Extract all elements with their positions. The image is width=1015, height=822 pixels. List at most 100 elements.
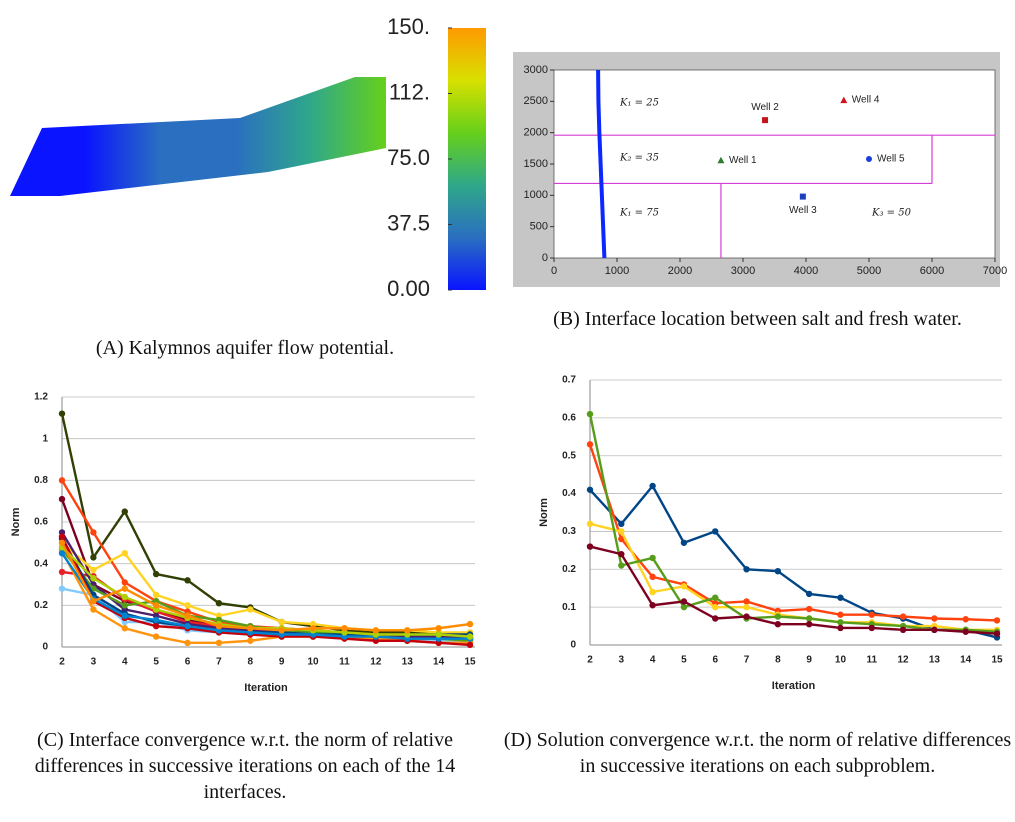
data-point: [90, 575, 97, 582]
data-point: [712, 594, 719, 601]
x-tick-label: 14: [433, 657, 445, 668]
x-tick-label: 5000: [857, 265, 881, 277]
data-point: [774, 613, 782, 620]
data-point: [215, 600, 223, 607]
data-point: [837, 619, 844, 626]
data-point: [309, 625, 317, 632]
data-point: [58, 495, 66, 503]
data-point: [586, 441, 594, 448]
x-tick-label: 3: [91, 657, 97, 668]
x-tick-label: 11: [339, 657, 350, 668]
y-tick-label: 1500: [524, 158, 548, 170]
data-point: [121, 612, 128, 619]
well-label: Well 1: [729, 155, 757, 166]
data-point: [805, 615, 813, 622]
well-marker: [866, 155, 872, 162]
x-tick-label: 11: [866, 655, 877, 666]
data-point: [868, 624, 875, 632]
y-tick-label: 1: [42, 433, 48, 444]
data-point: [649, 602, 656, 609]
salt-fresh-interface: [596, 69, 607, 259]
data-point: [962, 616, 969, 623]
data-point: [435, 625, 442, 632]
caption: (D) Solution convergence w.r.t. the norm…: [503, 729, 1012, 777]
data-point: [586, 520, 594, 528]
y-tick-label: 1000: [524, 189, 548, 201]
data-point: [90, 606, 97, 613]
data-point: [586, 410, 594, 418]
x-tick-label: 15: [464, 657, 476, 668]
x-tick-label: 14: [960, 655, 972, 666]
data-point: [680, 539, 688, 546]
data-point: [649, 588, 656, 596]
data-point: [649, 573, 656, 581]
data-point: [618, 550, 625, 558]
x-tick-label: 3000: [731, 265, 755, 277]
series-line: [589, 484, 998, 639]
x-tick-label: 7000: [983, 265, 1007, 277]
data-point: [805, 605, 813, 613]
x-tick-label: 3: [619, 655, 625, 666]
x-tick-label: 15: [991, 655, 1003, 666]
data-point: [899, 626, 907, 634]
x-tick-label: 4: [122, 657, 128, 668]
data-point: [152, 616, 160, 624]
x-tick-label: 7: [744, 655, 750, 666]
aquifer-surface: [10, 77, 386, 196]
caption: (B) Interface location between salt and …: [553, 308, 962, 330]
data-point: [90, 554, 97, 561]
data-point: [121, 550, 128, 557]
x-tick-label: 4: [650, 655, 656, 666]
data-point: [712, 603, 719, 611]
data-point: [712, 528, 719, 535]
data-point: [121, 585, 128, 592]
data-point: [404, 627, 411, 634]
data-point: [184, 639, 191, 647]
data-point: [184, 622, 191, 630]
x-tick-label: 2: [587, 655, 593, 666]
data-point: [805, 620, 813, 628]
y-tick-label: 500: [530, 221, 548, 233]
data-point: [121, 625, 128, 632]
data-point: [837, 594, 844, 601]
data-point: [152, 602, 160, 609]
data-point: [868, 611, 875, 618]
data-point: [90, 529, 97, 536]
data-point: [618, 535, 625, 543]
data-point: [899, 613, 907, 620]
y-tick-label: 0.2: [562, 564, 576, 575]
colorbar-tick-label: 75.0: [387, 145, 430, 170]
caption: (C) Interface convergence w.r.t. the nor…: [34, 729, 456, 803]
y-tick-label: 0.4: [562, 488, 576, 499]
x-tick-label: 7: [216, 657, 222, 668]
zone-annotation: K₁ = 75: [619, 208, 659, 219]
data-point: [58, 550, 66, 557]
data-point: [152, 622, 160, 630]
data-point: [680, 603, 688, 611]
y-tick-label: 0.5: [562, 450, 576, 461]
well-label: Well 5: [877, 154, 905, 165]
zone-annotation: K₁ = 25: [619, 98, 659, 109]
data-point: [743, 598, 750, 605]
data-point: [247, 637, 254, 644]
data-point: [215, 639, 223, 647]
x-tick-label: 13: [402, 657, 414, 668]
data-point: [152, 591, 160, 599]
data-point: [58, 539, 66, 547]
data-point: [58, 477, 66, 484]
data-point: [121, 602, 128, 609]
well-marker: [840, 96, 848, 104]
y-tick-label: 0.3: [562, 526, 576, 537]
x-tick-label: 12: [370, 657, 382, 668]
well-label: Well 3: [789, 205, 817, 216]
y-tick-label: 2500: [524, 95, 548, 107]
data-point: [435, 631, 442, 638]
data-point: [618, 562, 625, 569]
data-point: [649, 554, 656, 562]
series-line: [60, 542, 471, 632]
x-tick-label: 12: [898, 655, 910, 666]
data-point: [837, 624, 844, 632]
data-point: [466, 633, 474, 640]
